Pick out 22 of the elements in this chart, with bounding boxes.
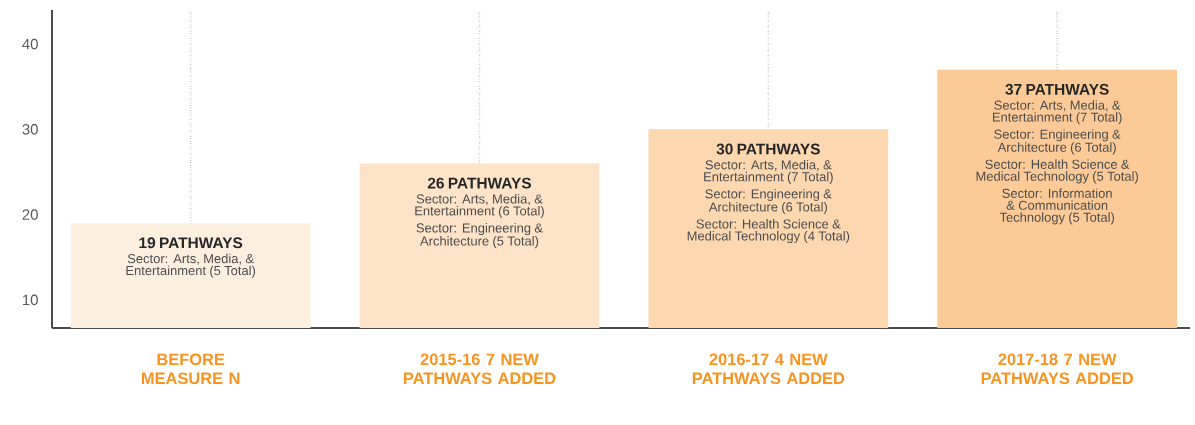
annotation: Sector: Engineering & Architecture (6 Total) bbox=[994, 129, 1121, 155]
y-tick-label: 30 bbox=[22, 124, 38, 135]
annotation: Sector: Engineering & Architecture (5 Total) bbox=[416, 223, 543, 249]
data-label: 26 PATHWAYS bbox=[427, 177, 532, 189]
y-tick-label: 10 bbox=[23, 294, 38, 306]
data-label: 30 PATHWAYS bbox=[716, 143, 820, 155]
x-tick-label: 2017-18 7 NEW PATHWAYS ADDED bbox=[981, 353, 1134, 385]
data-label: 37 PATHWAYS bbox=[1005, 83, 1109, 95]
annotation: Sector: Health Science & Medical Technology (4 Total) bbox=[687, 219, 850, 244]
annotation: Sector: Engineering & Architecture (6 Total) bbox=[705, 188, 832, 215]
x-tick-label: 2016-17 4 NEW PATHWAYS ADDED bbox=[692, 353, 845, 385]
y-tick-label: 40 bbox=[22, 38, 38, 50]
annotation: Sector: Information & Communication Technology (5 Total) bbox=[999, 188, 1115, 225]
x-tick-label: 2015-16 7 NEW PATHWAYS ADDED bbox=[404, 353, 556, 385]
annotation: Sector: Health Science & Medical Technology (5 Total) bbox=[976, 159, 1138, 184]
annotation: Sector: Arts, Media, & Entertainment (5 Total) bbox=[126, 253, 256, 278]
y-tick-label: 20 bbox=[22, 209, 38, 220]
x-tick-label: BEFORE MEASURE N bbox=[141, 353, 240, 385]
annotation: Sector: Arts, Media, & Entertainment (6 Total) bbox=[415, 194, 544, 219]
annotation: Sector: Arts, Media, & Entertainment (7 Total) bbox=[992, 100, 1122, 125]
annotation: Sector: Arts, Media, & Entertainment (7 Total) bbox=[704, 159, 833, 184]
data-label: 19 PATHWAYS bbox=[139, 237, 243, 249]
